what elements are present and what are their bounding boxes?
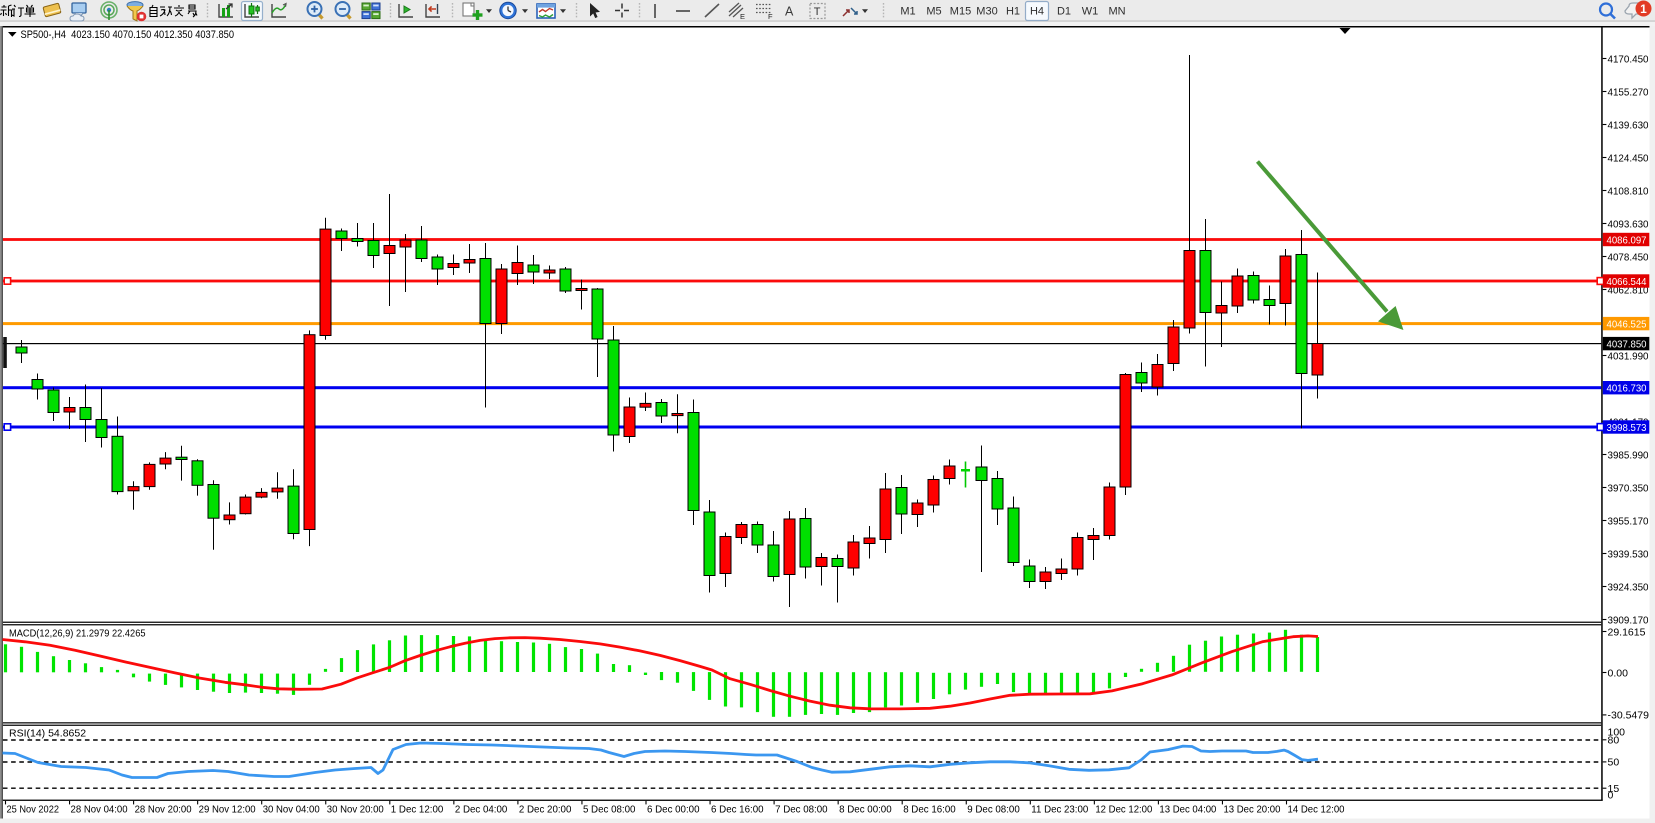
svg-text:3909.170: 3909.170	[1608, 614, 1649, 626]
svg-text:3939.530: 3939.530	[1608, 548, 1649, 560]
svg-text:28 Nov 20:00: 28 Nov 20:00	[135, 803, 192, 815]
svg-text:MACD(12,26,9) 21.2979 22.4265: MACD(12,26,9) 21.2979 22.4265	[9, 628, 146, 640]
svg-text:4078.450: 4078.450	[1608, 251, 1649, 263]
svg-text:H4: H4	[1030, 6, 1044, 18]
svg-text:80: 80	[1608, 735, 1620, 747]
svg-text:14 Dec 12:00: 14 Dec 12:00	[1288, 803, 1345, 815]
svg-text:30 Nov 20:00: 30 Nov 20:00	[327, 803, 384, 815]
svg-text:1: 1	[1640, 2, 1647, 16]
svg-text:M30: M30	[976, 6, 997, 18]
svg-text:4139.630: 4139.630	[1608, 119, 1649, 131]
svg-text:8 Dec 16:00: 8 Dec 16:00	[903, 803, 956, 815]
svg-text:15: 15	[1608, 783, 1620, 795]
svg-text:4155.270: 4155.270	[1608, 86, 1649, 98]
svg-text:0: 0	[1608, 789, 1614, 801]
svg-text:M1: M1	[900, 6, 915, 18]
svg-text:D1: D1	[1057, 6, 1071, 18]
svg-text:4108.810: 4108.810	[1608, 185, 1649, 197]
svg-text:6 Dec 00:00: 6 Dec 00:00	[647, 803, 700, 815]
svg-text:29.1615: 29.1615	[1608, 626, 1646, 638]
svg-text:9 Dec 08:00: 9 Dec 08:00	[967, 803, 1020, 815]
svg-text:4046.525: 4046.525	[1607, 318, 1647, 330]
svg-text:SP500-,H4 4023.150 4070.150 4: SP500-,H4 4023.150 4070.150 4012.350 403…	[21, 29, 235, 41]
svg-text:2 Dec 20:00: 2 Dec 20:00	[519, 803, 572, 815]
svg-text:25 Nov 2022: 25 Nov 2022	[7, 803, 60, 815]
svg-text:T: T	[814, 6, 821, 18]
svg-text:3955.170: 3955.170	[1608, 515, 1649, 527]
svg-text:7 Dec 08:00: 7 Dec 08:00	[775, 803, 828, 815]
svg-text:4086.097: 4086.097	[1607, 234, 1647, 246]
svg-text:W1: W1	[1082, 6, 1099, 18]
svg-text:RSI(14) 54.8652: RSI(14) 54.8652	[9, 728, 86, 740]
svg-text:6 Dec 16:00: 6 Dec 16:00	[711, 803, 764, 815]
svg-text:3998.573: 3998.573	[1607, 422, 1647, 434]
svg-text:4170.450: 4170.450	[1608, 53, 1649, 65]
svg-text:3970.350: 3970.350	[1608, 482, 1649, 494]
svg-text:4031.990: 4031.990	[1608, 350, 1649, 362]
svg-text:12 Dec 12:00: 12 Dec 12:00	[1095, 803, 1152, 815]
svg-text:4093.630: 4093.630	[1608, 218, 1649, 230]
svg-text:11 Dec 23:00: 11 Dec 23:00	[1031, 803, 1088, 815]
svg-text:M15: M15	[950, 6, 971, 18]
svg-text:28 Nov 04:00: 28 Nov 04:00	[71, 803, 128, 815]
svg-text:13 Dec 20:00: 13 Dec 20:00	[1223, 803, 1280, 815]
svg-text:1 Dec 12:00: 1 Dec 12:00	[391, 803, 444, 815]
svg-text:8 Dec 00:00: 8 Dec 00:00	[839, 803, 892, 815]
svg-text:F: F	[768, 12, 773, 21]
svg-text:4066.544: 4066.544	[1607, 276, 1647, 288]
svg-text:MN: MN	[1108, 6, 1125, 18]
svg-text:100: 100	[1608, 726, 1626, 738]
svg-text:13 Dec 04:00: 13 Dec 04:00	[1159, 803, 1216, 815]
svg-text:30 Nov 04:00: 30 Nov 04:00	[263, 803, 320, 815]
svg-text:3985.990: 3985.990	[1608, 449, 1649, 461]
svg-text:E: E	[740, 12, 745, 21]
svg-text:0.00: 0.00	[1608, 667, 1629, 679]
svg-text:4016.730: 4016.730	[1607, 383, 1647, 395]
svg-text:4124.450: 4124.450	[1608, 152, 1649, 164]
svg-text:M5: M5	[926, 6, 941, 18]
svg-text:50: 50	[1608, 757, 1620, 769]
svg-text:H1: H1	[1006, 6, 1020, 18]
svg-text:-30.5479: -30.5479	[1608, 710, 1650, 722]
svg-text:3924.350: 3924.350	[1608, 581, 1649, 593]
svg-text:A: A	[785, 5, 794, 19]
svg-text:5 Dec 08:00: 5 Dec 08:00	[583, 803, 636, 815]
svg-text:29 Nov 12:00: 29 Nov 12:00	[199, 803, 256, 815]
svg-text:4037.850: 4037.850	[1607, 338, 1647, 350]
svg-text:2 Dec 04:00: 2 Dec 04:00	[455, 803, 508, 815]
